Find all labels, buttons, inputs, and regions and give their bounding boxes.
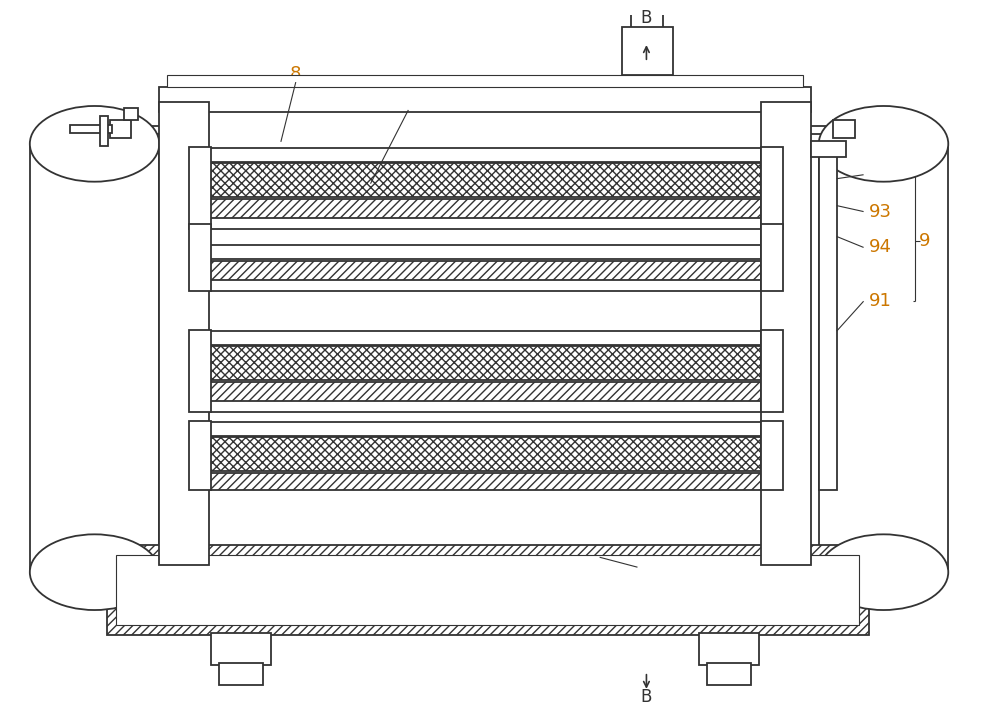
Bar: [209, 346, 761, 380]
Bar: [761, 224, 783, 291]
Text: B: B: [641, 9, 652, 27]
Bar: [833, 120, 855, 138]
Bar: [189, 224, 211, 291]
Bar: [209, 262, 761, 281]
Text: 92: 92: [869, 166, 892, 184]
Text: 94: 94: [869, 239, 892, 257]
Bar: [189, 330, 211, 412]
Text: 1: 1: [639, 563, 650, 581]
Text: 8: 8: [290, 65, 301, 83]
Bar: [761, 102, 811, 565]
Bar: [107, 545, 869, 635]
Ellipse shape: [819, 106, 948, 182]
Bar: [31, 571, 158, 573]
Text: 91: 91: [869, 292, 891, 310]
Bar: [209, 422, 761, 435]
Bar: [811, 141, 846, 156]
Bar: [209, 401, 761, 412]
Bar: [209, 163, 761, 197]
Bar: [110, 120, 131, 138]
Text: 93: 93: [869, 203, 892, 221]
Bar: [219, 663, 263, 685]
Ellipse shape: [819, 534, 948, 610]
Bar: [819, 143, 948, 572]
Bar: [699, 633, 759, 665]
Bar: [707, 663, 751, 685]
Bar: [209, 245, 761, 260]
Text: 7: 7: [405, 93, 416, 111]
Bar: [124, 108, 138, 120]
Bar: [167, 75, 803, 87]
Bar: [209, 198, 761, 218]
Bar: [820, 571, 947, 573]
Bar: [209, 437, 761, 471]
Bar: [761, 147, 783, 229]
Bar: [189, 421, 211, 490]
Bar: [209, 331, 761, 345]
Bar: [31, 143, 158, 145]
Ellipse shape: [30, 534, 159, 610]
Bar: [209, 382, 761, 402]
Bar: [211, 633, 271, 665]
Bar: [209, 280, 761, 291]
Bar: [820, 143, 947, 145]
Bar: [761, 330, 783, 412]
Bar: [622, 27, 673, 75]
Bar: [189, 147, 211, 229]
Bar: [209, 472, 761, 490]
Bar: [159, 87, 811, 112]
Ellipse shape: [30, 106, 159, 182]
Bar: [70, 125, 112, 133]
Bar: [116, 555, 859, 625]
Text: 9: 9: [918, 232, 930, 250]
Bar: [819, 142, 837, 490]
Bar: [209, 148, 761, 162]
Bar: [159, 102, 209, 565]
Bar: [100, 116, 108, 146]
Bar: [761, 421, 783, 490]
Bar: [209, 218, 761, 229]
Text: B: B: [641, 688, 652, 706]
Bar: [30, 143, 159, 572]
